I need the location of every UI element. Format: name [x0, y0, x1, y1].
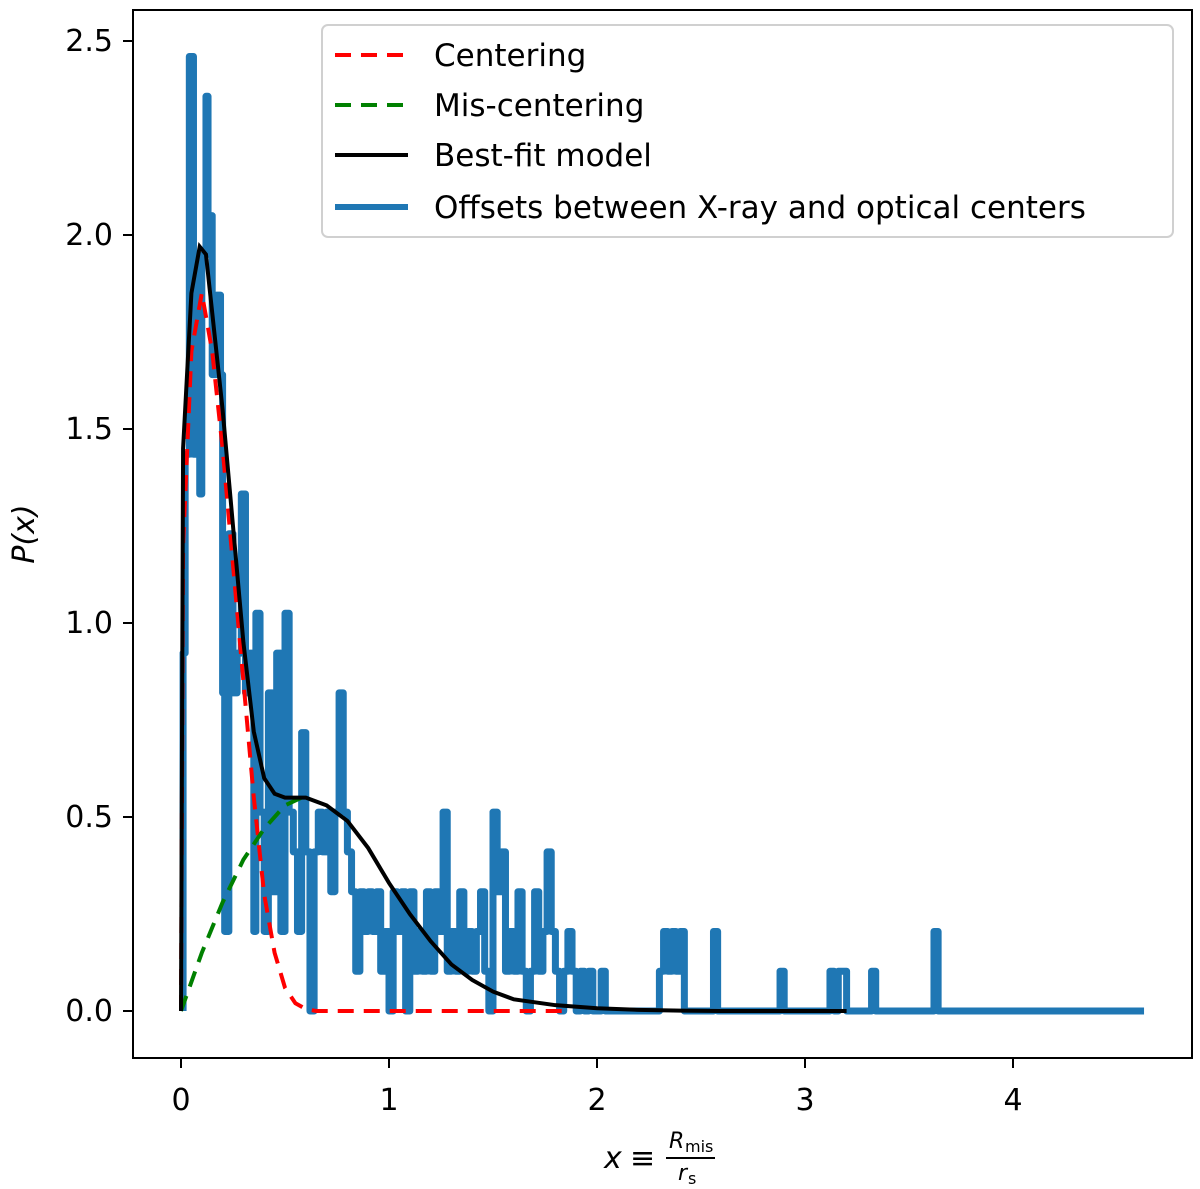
x-axis-label-lhs: x — [603, 1141, 622, 1176]
x-axis-label-num-sub: mis — [685, 1137, 713, 1156]
legend-label: Mis-centering — [434, 88, 644, 124]
x-tick-label: 0 — [171, 1083, 190, 1118]
y-tick-label: 0.5 — [65, 800, 113, 835]
legend-label: Best-fit model — [434, 138, 652, 174]
x-tick-label: 3 — [795, 1083, 814, 1118]
legend-label: Offsets between X-ray and optical center… — [434, 190, 1086, 226]
x-tick-label: 1 — [379, 1083, 398, 1118]
legend-label: Centering — [434, 38, 586, 74]
series-miscentering-line — [179, 795, 303, 1012]
legend-box — [321, 24, 1174, 238]
axis-ticks: 0 1 2 3 4 0.0 0.5 1.0 1.5 2.0 2.5 — [65, 24, 1022, 1118]
y-tick-label: 1.5 — [65, 412, 113, 447]
y-tick-label: 2.0 — [65, 218, 113, 253]
x-axis-label-den: r — [678, 1161, 689, 1186]
plot-frame — [132, 9, 1193, 1059]
y-tick-label: 2.5 — [65, 24, 113, 59]
x-axis-label-op: ≡ — [630, 1141, 655, 1176]
x-axis-label-num: R — [669, 1129, 684, 1154]
y-tick-label: 0.0 — [65, 994, 113, 1029]
legend: Centering Mis-centering Best-fit model Offs… — [321, 24, 1174, 238]
x-axis-label-den-sub: s — [688, 1169, 696, 1188]
plot-lines — [179, 53, 1145, 1015]
series-offsets-step — [179, 53, 1145, 1015]
y-tick-label: 1.0 — [65, 606, 113, 641]
x-tick-label: 4 — [1003, 1083, 1022, 1118]
y-axis-label: P(x) — [7, 504, 42, 563]
series-centering-line — [179, 292, 566, 1013]
x-tick-label: 2 — [587, 1083, 606, 1118]
series-bestfit-line — [179, 241, 847, 1013]
x-axis-label: x ≡ R mis r s — [603, 1129, 715, 1188]
